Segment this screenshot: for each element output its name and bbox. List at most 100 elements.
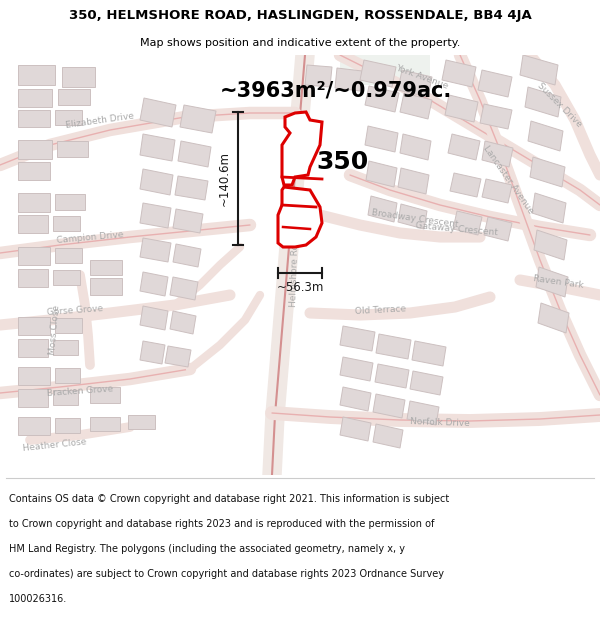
- Polygon shape: [484, 217, 512, 241]
- Polygon shape: [18, 65, 55, 85]
- Polygon shape: [410, 371, 443, 395]
- Text: Raven Park: Raven Park: [532, 274, 584, 290]
- Text: ~140.6m: ~140.6m: [218, 151, 231, 206]
- Polygon shape: [278, 187, 322, 247]
- Polygon shape: [18, 215, 48, 233]
- Polygon shape: [55, 418, 80, 433]
- Text: Heather Close: Heather Close: [23, 437, 88, 453]
- Polygon shape: [340, 357, 373, 381]
- Polygon shape: [442, 60, 476, 87]
- Polygon shape: [140, 341, 165, 364]
- Text: Lancaster Avenue: Lancaster Avenue: [481, 144, 535, 216]
- Text: 100026316.: 100026316.: [9, 594, 67, 604]
- Text: Helmshore Road: Helmshore Road: [289, 232, 301, 308]
- Polygon shape: [448, 134, 480, 160]
- Polygon shape: [412, 341, 446, 366]
- Polygon shape: [128, 415, 155, 429]
- Polygon shape: [140, 134, 175, 161]
- Text: Broadway Crescent: Broadway Crescent: [371, 209, 459, 229]
- Polygon shape: [453, 211, 482, 235]
- Polygon shape: [478, 70, 512, 97]
- Polygon shape: [55, 248, 82, 263]
- Polygon shape: [140, 169, 173, 195]
- Text: 350: 350: [316, 150, 368, 174]
- Polygon shape: [305, 65, 332, 87]
- Polygon shape: [18, 367, 50, 385]
- Polygon shape: [520, 55, 558, 85]
- Polygon shape: [335, 68, 362, 91]
- Text: 350, HELMSHORE ROAD, HASLINGDEN, ROSSENDALE, BB4 4JA: 350, HELMSHORE ROAD, HASLINGDEN, ROSSEND…: [68, 9, 532, 22]
- Polygon shape: [365, 86, 399, 112]
- Polygon shape: [18, 317, 50, 335]
- Polygon shape: [57, 141, 88, 157]
- Polygon shape: [18, 110, 50, 127]
- Polygon shape: [340, 417, 371, 441]
- Text: Bracken Grove: Bracken Grove: [47, 384, 113, 398]
- Polygon shape: [400, 93, 432, 119]
- Polygon shape: [528, 121, 563, 151]
- Polygon shape: [532, 193, 566, 223]
- Polygon shape: [525, 87, 561, 117]
- Text: Norfolk Drive: Norfolk Drive: [410, 418, 470, 429]
- Polygon shape: [398, 168, 429, 194]
- Polygon shape: [373, 424, 403, 448]
- Polygon shape: [90, 417, 120, 431]
- Polygon shape: [18, 417, 50, 435]
- Polygon shape: [140, 272, 168, 296]
- Polygon shape: [90, 260, 122, 275]
- Polygon shape: [400, 134, 431, 160]
- Polygon shape: [536, 267, 568, 297]
- Polygon shape: [165, 346, 191, 367]
- Polygon shape: [373, 394, 405, 418]
- Text: Gataway Crescent: Gataway Crescent: [415, 221, 498, 237]
- Polygon shape: [375, 364, 409, 388]
- Polygon shape: [173, 244, 201, 267]
- Polygon shape: [170, 311, 196, 334]
- Polygon shape: [53, 216, 80, 231]
- Polygon shape: [140, 306, 168, 330]
- Text: Old Terrace: Old Terrace: [354, 304, 406, 316]
- Polygon shape: [450, 173, 481, 197]
- Polygon shape: [170, 277, 198, 300]
- Polygon shape: [18, 389, 48, 407]
- Polygon shape: [376, 334, 411, 359]
- Polygon shape: [55, 110, 82, 125]
- Polygon shape: [18, 247, 50, 265]
- Polygon shape: [340, 326, 375, 351]
- Text: Gorse Grove: Gorse Grove: [47, 304, 103, 318]
- Polygon shape: [482, 179, 512, 203]
- Text: HM Land Registry. The polygons (including the associated geometry, namely x, y: HM Land Registry. The polygons (includin…: [9, 544, 405, 554]
- Polygon shape: [55, 318, 82, 333]
- Polygon shape: [53, 270, 80, 285]
- Polygon shape: [407, 401, 439, 425]
- Polygon shape: [282, 112, 322, 185]
- Polygon shape: [18, 162, 50, 180]
- Text: Contains OS data © Crown copyright and database right 2021. This information is : Contains OS data © Crown copyright and d…: [9, 494, 449, 504]
- Polygon shape: [538, 303, 569, 333]
- Polygon shape: [398, 70, 432, 97]
- Text: Map shows position and indicative extent of the property.: Map shows position and indicative extent…: [140, 38, 460, 48]
- Polygon shape: [90, 387, 120, 403]
- Polygon shape: [140, 238, 171, 262]
- Polygon shape: [55, 368, 80, 383]
- Text: Moss Close: Moss Close: [49, 305, 62, 355]
- Polygon shape: [18, 89, 52, 107]
- Polygon shape: [173, 209, 203, 233]
- Polygon shape: [180, 105, 216, 133]
- Text: to Crown copyright and database rights 2023 and is reproduced with the permissio: to Crown copyright and database rights 2…: [9, 519, 434, 529]
- Polygon shape: [398, 204, 427, 229]
- Polygon shape: [53, 390, 78, 405]
- Polygon shape: [55, 194, 85, 210]
- Polygon shape: [18, 193, 50, 212]
- Polygon shape: [340, 387, 371, 411]
- Polygon shape: [360, 60, 396, 87]
- Polygon shape: [90, 278, 122, 295]
- Polygon shape: [368, 196, 397, 222]
- Polygon shape: [18, 339, 48, 357]
- Text: York Avenue: York Avenue: [395, 63, 449, 91]
- Text: ~3963m²/~0.979ac.: ~3963m²/~0.979ac.: [220, 80, 452, 100]
- Polygon shape: [365, 126, 398, 152]
- Polygon shape: [18, 269, 48, 287]
- Polygon shape: [482, 141, 513, 167]
- Polygon shape: [480, 104, 512, 129]
